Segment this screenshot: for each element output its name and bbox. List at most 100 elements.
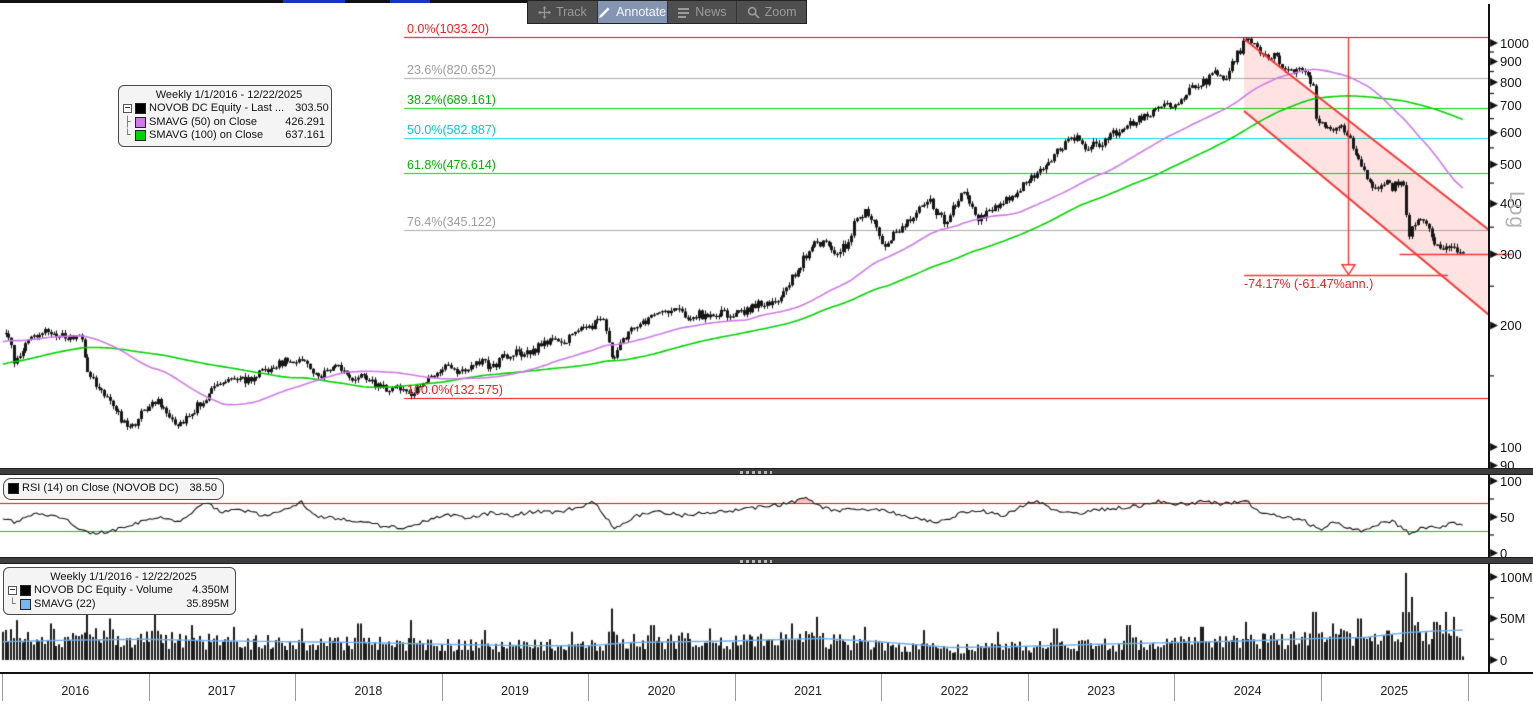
series-value: 426.291 [285, 115, 325, 128]
separator-grip-icon [740, 560, 772, 563]
year-divider [148, 674, 150, 701]
news-button-label: News [695, 5, 727, 19]
price-axis-label: 100 [1500, 439, 1522, 455]
annotate-button-label: Annotate [616, 5, 667, 19]
collapse-box-icon[interactable] [8, 586, 17, 596]
price-axis-label: 1000 [1500, 35, 1529, 51]
annotate-button[interactable]: Annotate [597, 1, 668, 23]
volume-axis-label: 0 [1500, 652, 1508, 668]
series-label: SMAVG (50) on Close [149, 115, 258, 128]
fib-level-label[interactable]: 38.2%(689.161) [407, 93, 496, 108]
fib-level-label[interactable]: 76.4%(345.122) [407, 214, 496, 229]
track-button-label: Track [555, 5, 587, 19]
volume-legend-box[interactable]: Weekly 1/1/2016 - 12/22/2025 NOVOB DC Eq… [3, 567, 236, 615]
track-button[interactable]: Track [528, 1, 598, 23]
year-divider [1320, 674, 1322, 701]
year-label: 2020 [647, 684, 676, 698]
series-value: 38.50 [189, 482, 218, 494]
year-label: 2021 [794, 684, 822, 698]
volume-axis-label: 100M [1500, 569, 1533, 585]
right-axis-line [1488, 4, 1490, 673]
fib-level-label[interactable]: 50.0%(582.887) [407, 122, 496, 137]
price-axis-label: 900 [1500, 53, 1522, 69]
series-value: 4.350M [192, 584, 229, 596]
tree-branch-icon: ├ [124, 116, 131, 128]
series-value: 303.50 [295, 102, 329, 114]
rsi-axis-label: 100 [1500, 473, 1522, 489]
legend-row-volume[interactable]: NOVOB DC Equity - Volume 4.350M [8, 584, 229, 598]
series-label: RSI (14) on Close (NOVOB DC) [22, 482, 179, 494]
year-label: 2016 [61, 684, 90, 698]
series-swatch [135, 103, 146, 115]
year-divider [1467, 674, 1469, 701]
year-divider [881, 674, 883, 701]
chart-toolbar: Track Annotate News Zoom [527, 0, 807, 24]
rsi-legend-box[interactable]: RSI (14) on Close (NOVOB DC) 38.50 [3, 478, 225, 500]
fib-level-label[interactable]: 23.6%(820.652) [407, 62, 496, 77]
year-label: 2019 [501, 684, 529, 698]
top-edge-blue-fragment-2 [390, 0, 430, 3]
fib-level-label[interactable]: 0.0%(1033.20) [407, 22, 490, 37]
tree-end-icon: └ [9, 598, 16, 610]
rsi-axis-label: 50 [1500, 509, 1515, 525]
series-swatch [135, 130, 146, 142]
legend-row-sma50[interactable]: ├ SMAVG (50) on Close 426.291 [123, 116, 325, 130]
news-icon [678, 7, 690, 18]
panel-separator-2[interactable] [0, 557, 1533, 564]
fib-level-label[interactable]: 61.8%(476.614) [407, 158, 496, 173]
legend-row-rsi[interactable]: RSI (14) on Close (NOVOB DC) 38.50 [8, 482, 217, 496]
price-axis-label: 600 [1500, 125, 1522, 141]
year-divider [588, 674, 590, 701]
tree-end-icon: └ [124, 130, 131, 141]
series-value: 35.895M [186, 597, 229, 610]
series-swatch [8, 483, 19, 495]
year-divider [2, 674, 3, 701]
legend-row-vol-sma22[interactable]: └ SMAVG (22) 35.895M [8, 598, 229, 612]
legend-period-title: Weekly 1/1/2016 - 12/22/2025 [155, 89, 303, 101]
year-label: 2023 [1087, 684, 1116, 698]
news-button[interactable]: News [668, 1, 738, 23]
year-divider [734, 674, 736, 701]
year-divider [295, 674, 297, 701]
separator-grip-icon [740, 471, 772, 474]
series-value: 637.161 [285, 129, 325, 141]
price-axis-label: 400 [1500, 196, 1522, 212]
zoom-icon [747, 6, 760, 19]
year-divider [441, 674, 443, 701]
price-axis-label: 700 [1500, 98, 1522, 114]
year-label: 2024 [1233, 684, 1262, 698]
panel-separator-1[interactable] [0, 468, 1533, 475]
measure-annotation-text[interactable]: -74.17% (-61.47%ann.) [1244, 277, 1374, 291]
series-label: NOVOB DC Equity - Last ... [149, 102, 285, 114]
series-label: SMAVG (100) on Close [149, 129, 264, 141]
legend-row-last-price[interactable]: NOVOB DC Equity - Last ... 303.50 [123, 102, 329, 116]
legend-row-sma100[interactable]: └ SMAVG (100) on Close 637.161 [123, 129, 325, 143]
log-scale-label: Log [1505, 191, 1528, 230]
year-divider [1174, 674, 1176, 701]
zoom-button-label: Zoom [764, 5, 797, 19]
year-divider [1027, 674, 1029, 701]
move-icon [537, 5, 551, 19]
year-label: 2022 [940, 684, 969, 698]
price-legend-box[interactable]: Weekly 1/1/2016 - 12/22/2025 NOVOB DC Eq… [118, 85, 332, 147]
price-axis-label: 500 [1500, 157, 1522, 173]
year-label: 2025 [1380, 684, 1409, 698]
year-label: 2017 [207, 684, 236, 698]
series-swatch [20, 585, 31, 597]
year-label: 2018 [354, 684, 383, 698]
collapse-box-icon[interactable] [123, 104, 132, 114]
price-axis-label: 800 [1500, 74, 1522, 90]
rsi-axis-label: 0 [1500, 545, 1508, 561]
pencil-icon [599, 6, 610, 18]
bottom-axis-line [0, 672, 1533, 674]
series-label: NOVOB DC Equity - Volume [34, 584, 173, 596]
price-axis-label: 300 [1500, 246, 1522, 262]
fib-level-label[interactable]: 100.0%(132.575) [407, 382, 503, 397]
volume-axis-label: 50M [1500, 611, 1526, 626]
series-label: SMAVG (22) [34, 597, 96, 610]
price-axis-label: 200 [1500, 317, 1522, 333]
legend-period-title: Weekly 1/1/2016 - 12/22/2025 [50, 571, 197, 583]
zoom-button[interactable]: Zoom [737, 1, 806, 23]
series-swatch [20, 598, 31, 610]
